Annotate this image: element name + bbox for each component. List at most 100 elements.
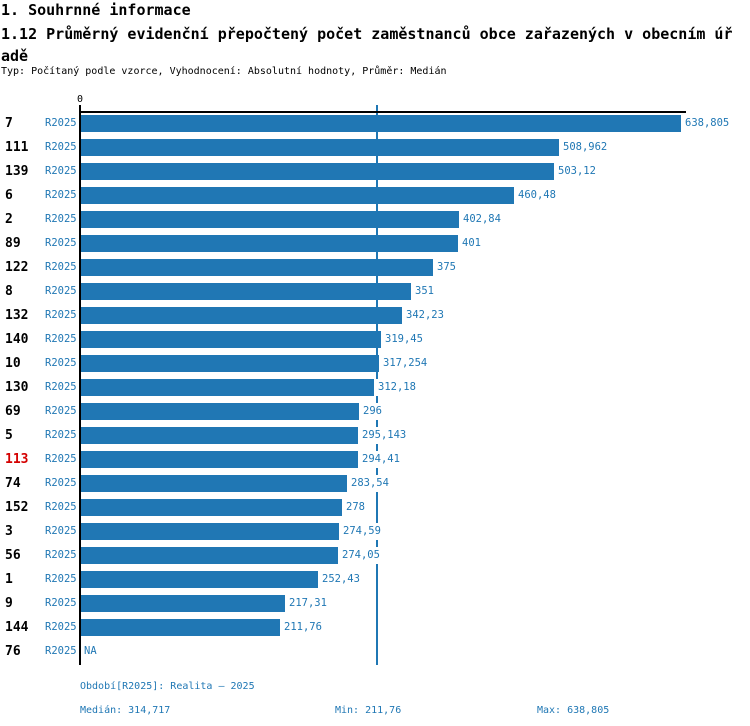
- bar-value-label: 283,54: [349, 475, 391, 492]
- category-label: 7: [5, 116, 13, 131]
- period-label: R2025: [45, 477, 77, 489]
- bar-value-label: 402,84: [461, 211, 503, 228]
- category-label: 3: [5, 524, 13, 539]
- category-label: 76: [5, 644, 21, 659]
- value-bar: [81, 571, 318, 588]
- bar-value-label: 351: [413, 283, 436, 300]
- bar-value-label: 375: [435, 259, 458, 276]
- value-bar: [81, 163, 554, 180]
- bar-value-label: 252,43: [320, 571, 362, 588]
- value-bar: [81, 379, 374, 396]
- value-bar: [81, 355, 379, 372]
- chart-row: 1 R2025 252,43: [0, 571, 750, 588]
- chart-row: 3 R2025 274,59: [0, 523, 750, 540]
- footer-max-value: Max: 638,805: [537, 705, 610, 716]
- x-axis-origin-label: 0: [76, 94, 84, 105]
- bar-value-label: 296: [361, 403, 384, 420]
- x-axis-line: [79, 111, 686, 113]
- chart-row: 139 R2025 503,12: [0, 163, 750, 180]
- category-label: 1: [5, 572, 13, 587]
- period-label: R2025: [45, 405, 77, 417]
- period-label: R2025: [45, 597, 77, 609]
- value-bar: [81, 139, 559, 156]
- period-label: R2025: [45, 381, 77, 393]
- y-axis-line: [79, 105, 81, 665]
- period-label: R2025: [45, 237, 77, 249]
- category-label: 5: [5, 428, 13, 443]
- chart-row: 122 R2025 375: [0, 259, 750, 276]
- category-label: 122: [5, 260, 29, 275]
- bar-na-label: NA: [82, 643, 99, 660]
- category-label: 132: [5, 308, 29, 323]
- chart-row: 6 R2025 460,48: [0, 187, 750, 204]
- bar-value-label: 319,45: [383, 331, 425, 348]
- value-bar: [81, 403, 359, 420]
- value-bar: [81, 451, 358, 468]
- report-section-title: 1. Souhrnné informace: [1, 1, 191, 19]
- chart-title: 1.12 Průměrný evidenční přepočtený počet…: [1, 25, 733, 65]
- category-label: 144: [5, 620, 29, 635]
- period-label: R2025: [45, 285, 77, 297]
- chart-row: 152 R2025 278: [0, 499, 750, 516]
- period-label: R2025: [45, 429, 77, 441]
- period-label: R2025: [45, 549, 77, 561]
- period-label: R2025: [45, 621, 77, 633]
- value-bar: [81, 187, 514, 204]
- period-label: R2025: [45, 453, 77, 465]
- bar-value-label: 278: [344, 499, 367, 516]
- category-label: 10: [5, 356, 21, 371]
- value-bar: [81, 307, 402, 324]
- value-bar: [81, 619, 280, 636]
- period-label: R2025: [45, 309, 77, 321]
- chart-row: 5 R2025 295,143: [0, 427, 750, 444]
- chart-row: 8 R2025 351: [0, 283, 750, 300]
- bar-value-label: 317,254: [381, 355, 430, 372]
- chart-meta-line: Typ: Počítaný podle vzorce, Vyhodnocení:…: [1, 66, 447, 77]
- bar-value-label: 503,12: [556, 163, 598, 180]
- value-bar: [81, 523, 339, 540]
- bar-value-label: 401: [460, 235, 483, 252]
- period-label: R2025: [45, 213, 77, 225]
- category-label: 111: [5, 140, 29, 155]
- chart-row: 113 R2025 294,41: [0, 451, 750, 468]
- bar-chart: 0 7 R2025 638,805 111 R2025 508,962 139 R2025 50…: [0, 94, 750, 675]
- period-label: R2025: [45, 357, 77, 369]
- chart-row: 2 R2025 402,84: [0, 211, 750, 228]
- period-label: R2025: [45, 573, 77, 585]
- category-label: 130: [5, 380, 29, 395]
- bar-value-label: 460,48: [516, 187, 558, 204]
- chart-row: 144 R2025 211,76: [0, 619, 750, 636]
- footer-median-value: Medián: 314,717: [80, 705, 171, 716]
- chart-footer: Období[R2025]: Realita – 2025 Medián: 31…: [0, 675, 750, 726]
- category-label: 2: [5, 212, 13, 227]
- category-label: 69: [5, 404, 21, 419]
- footer-min-value: Min: 211,76: [335, 705, 402, 716]
- value-bar: [81, 595, 285, 612]
- period-label: R2025: [45, 141, 77, 153]
- chart-row: 56 R2025 274,05: [0, 547, 750, 564]
- period-label: R2025: [45, 645, 77, 657]
- chart-row: 111 R2025 508,962: [0, 139, 750, 156]
- category-label: 9: [5, 596, 13, 611]
- period-label: R2025: [45, 117, 77, 129]
- category-label: 74: [5, 476, 21, 491]
- chart-row: 130 R2025 312,18: [0, 379, 750, 396]
- chart-row: 9 R2025 217,31: [0, 595, 750, 612]
- footer-period-label: Období[R2025]: Realita – 2025: [80, 681, 255, 692]
- category-label-highlighted: 113: [5, 452, 29, 467]
- chart-row: 76 R2025 NA: [0, 643, 750, 660]
- bar-value-label: 211,76: [282, 619, 324, 636]
- category-label: 6: [5, 188, 13, 203]
- bar-value-label: 638,805: [683, 115, 732, 132]
- bar-value-label: 217,31: [287, 595, 329, 612]
- period-label: R2025: [45, 525, 77, 537]
- chart-row: 132 R2025 342,23: [0, 307, 750, 324]
- bar-value-label: 295,143: [360, 427, 409, 444]
- bar-value-label: 508,962: [561, 139, 610, 156]
- value-bar: [81, 331, 381, 348]
- category-label: 139: [5, 164, 29, 179]
- period-label: R2025: [45, 189, 77, 201]
- category-label: 152: [5, 500, 29, 515]
- bar-value-label: 294,41: [360, 451, 402, 468]
- chart-row: 69 R2025 296: [0, 403, 750, 420]
